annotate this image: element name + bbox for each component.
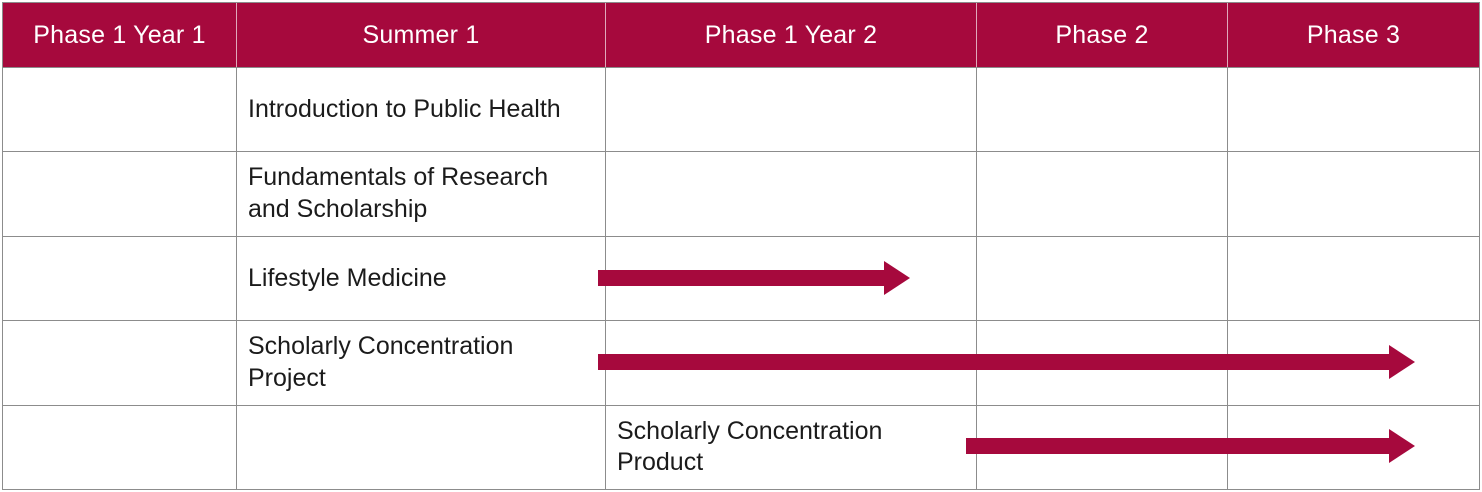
cell-empty: [3, 405, 237, 490]
cell-empty: [1228, 406, 1479, 489]
activity-scholarly-concentration-project: Scholarly Concentration Project: [237, 321, 606, 405]
cell-empty: [3, 152, 237, 236]
column-header-phase-2: Phase 2: [977, 3, 1228, 67]
activity-lifestyle-medicine: Lifestyle Medicine: [237, 236, 606, 321]
cell-empty: [1228, 237, 1479, 320]
column-header-summer-1: Summer 1: [237, 3, 606, 67]
table-row: Scholarly Concentration Project: [3, 320, 1479, 405]
cell-empty: [977, 236, 1228, 321]
cell-empty: [977, 321, 1228, 405]
cell-empty: [1228, 321, 1479, 404]
table-row: Scholarly Concentration Product: [3, 404, 1479, 490]
column-header-phase-3: Phase 3: [1228, 3, 1479, 67]
cell-empty: [3, 321, 237, 405]
column-header-phase-1-year-1: Phase 1 Year 1: [3, 3, 237, 67]
cell-empty: [3, 68, 237, 152]
cell-empty: [977, 68, 1228, 152]
table-row: Lifestyle Medicine: [3, 235, 1479, 321]
activity-scholarly-concentration-product: Scholarly Concentration Product: [606, 405, 977, 490]
column-header-phase-1-year-2: Phase 1 Year 2: [606, 3, 977, 67]
cell-empty: [237, 405, 606, 490]
cell-empty: [3, 236, 237, 321]
cell-empty: [606, 68, 977, 152]
cell-empty: [977, 152, 1228, 236]
cell-empty: [606, 236, 977, 321]
table-row: Fundamentals of Research and Scholarship: [3, 151, 1479, 236]
header-row: Phase 1 Year 1 Summer 1 Phase 1 Year 2 P…: [3, 3, 1479, 67]
cell-empty: [977, 405, 1228, 490]
activity-intro-public-health: Introduction to Public Health: [237, 68, 606, 152]
cell-empty: [606, 321, 977, 405]
cell-empty: [1228, 68, 1479, 151]
cell-empty: [1228, 152, 1479, 235]
cell-empty: [606, 152, 977, 236]
table-row: Introduction to Public Health: [3, 67, 1479, 152]
activity-fundamentals-research-scholarship: Fundamentals of Research and Scholarship: [237, 152, 606, 236]
